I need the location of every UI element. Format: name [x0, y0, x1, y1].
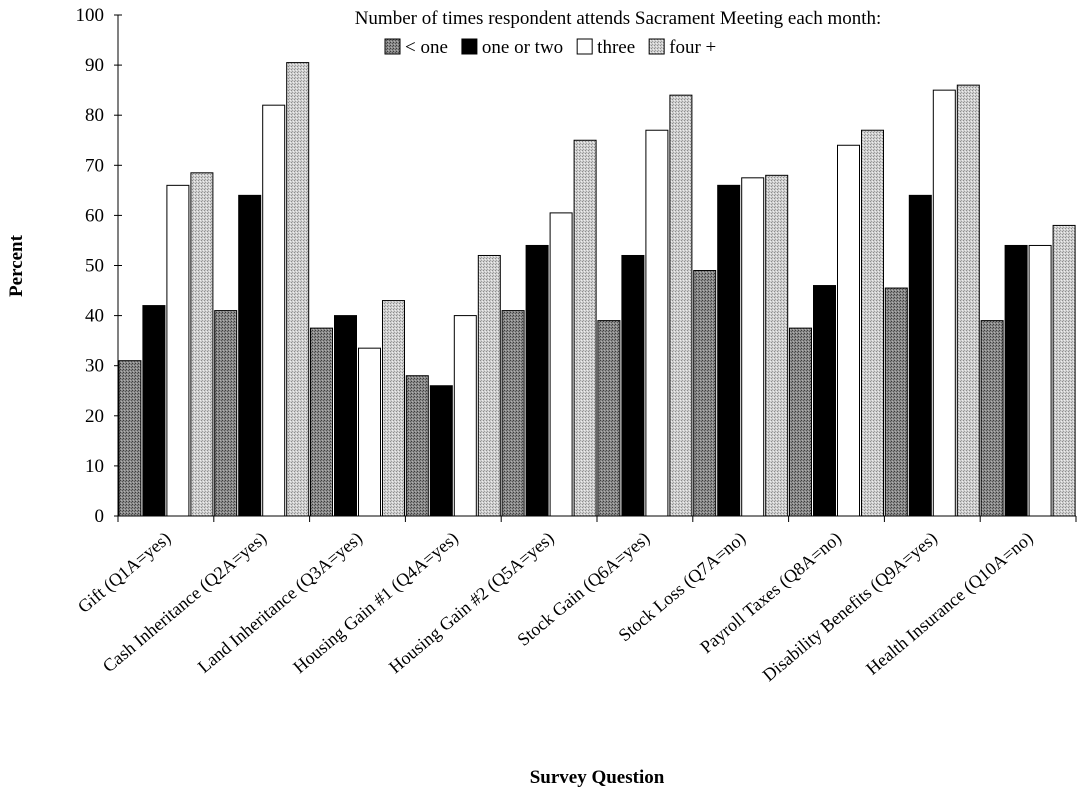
x-axis: Gift (Q1A=yes)Cash Inheritance (Q2A=yes)…	[74, 515, 1077, 788]
y-tick-label: 80	[85, 105, 104, 126]
y-axis: 0 10 20 30 40 50 60 70 80 90 100 Percent	[6, 5, 122, 527]
bar	[932, 89, 956, 517]
bar	[118, 360, 142, 517]
bar	[837, 144, 860, 517]
bar	[1052, 224, 1076, 517]
bar	[765, 174, 789, 517]
bar	[884, 287, 908, 517]
legend-label: three	[597, 37, 635, 58]
bar	[214, 310, 238, 517]
y-tick-label: 20	[85, 406, 104, 427]
y-tick-label: 60	[85, 205, 104, 226]
bar	[477, 254, 501, 517]
x-tick-label: Gift (Q1A=yes)	[74, 528, 175, 618]
bar	[813, 285, 836, 517]
bar	[142, 305, 166, 517]
bar	[669, 94, 693, 517]
x-tick-label: Housing Gain #2 (Q5A=yes)	[385, 528, 558, 678]
bar	[573, 139, 597, 517]
y-tick-label: 90	[85, 55, 104, 76]
x-tick-label: Land Inheritance (Q3A=yes)	[194, 528, 367, 678]
legend-title: Number of times respondent attends Sacra…	[355, 8, 882, 29]
bar	[549, 212, 573, 517]
bar	[238, 194, 262, 517]
bar	[453, 315, 477, 517]
y-ticks: 0 10 20 30 40 50 60 70 80 90 100	[76, 5, 122, 527]
bar	[334, 315, 357, 517]
y-tick-label: 100	[76, 5, 105, 26]
bar	[405, 375, 429, 517]
bar	[501, 310, 525, 517]
y-axis-label: Percent	[6, 234, 27, 297]
bar	[789, 327, 812, 517]
bar	[382, 300, 405, 517]
legend-swatch	[461, 38, 478, 55]
bar	[861, 129, 884, 517]
bar	[525, 244, 549, 517]
y-tick-label: 50	[85, 256, 104, 277]
x-tick-label: Cash Inheritance (Q2A=yes)	[99, 528, 271, 677]
y-tick-label: 40	[85, 306, 104, 327]
x-axis-label: Survey Question	[530, 767, 665, 788]
bar	[956, 84, 980, 517]
bar	[1028, 244, 1052, 517]
bar	[166, 184, 190, 517]
x-tick-label: Health Insurance (Q10A=no)	[862, 528, 1037, 680]
bar	[190, 172, 214, 517]
bar	[597, 320, 621, 517]
bar	[693, 270, 717, 517]
x-tick-label: Housing Gain #1 (Q4A=yes)	[289, 528, 462, 678]
bar	[1004, 244, 1028, 517]
legend: Number of times respondent attends Sacra…	[355, 8, 882, 58]
legend-label: four +	[669, 37, 716, 58]
legend-label: < one	[405, 37, 448, 58]
bar	[286, 62, 310, 517]
y-tick-label: 10	[85, 456, 104, 477]
bar	[741, 177, 765, 517]
bar	[980, 320, 1004, 517]
bar	[908, 194, 932, 517]
legend-swatch	[648, 38, 665, 55]
legend-swatch	[384, 38, 401, 55]
legend-swatch	[576, 38, 593, 55]
bar	[358, 347, 381, 517]
x-tick-label: Disability Benefits (Q9A=yes)	[759, 528, 942, 686]
x-ticks	[117, 516, 1077, 522]
bars	[118, 62, 1076, 517]
bar	[717, 184, 741, 517]
y-tick-label: 0	[95, 506, 105, 527]
bar	[429, 385, 453, 517]
bar	[645, 129, 669, 517]
bar	[310, 327, 333, 517]
legend-label: one or two	[482, 37, 563, 58]
bar	[621, 254, 645, 517]
x-tick-labels: Gift (Q1A=yes)Cash Inheritance (Q2A=yes)…	[74, 528, 1038, 686]
bar	[262, 104, 286, 517]
y-tick-label: 30	[85, 356, 104, 377]
y-tick-label: 70	[85, 155, 104, 176]
legend-items: < one one or two three four +	[384, 37, 716, 58]
